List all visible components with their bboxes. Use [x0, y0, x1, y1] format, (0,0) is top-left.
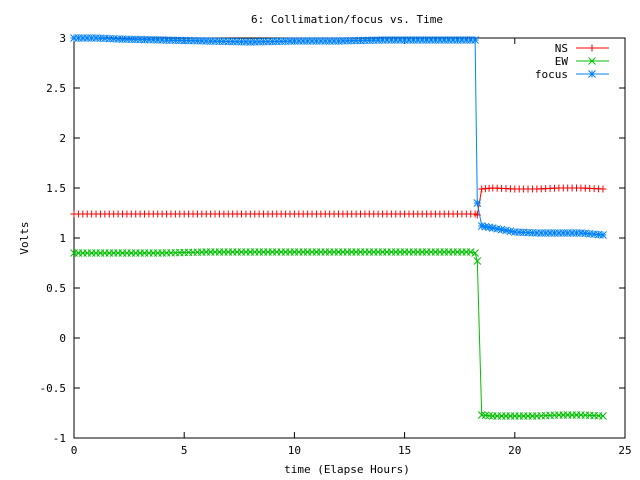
- y-tick-label: 3: [59, 32, 66, 45]
- x-tick-label: 25: [618, 444, 631, 457]
- x-tick-label: 5: [181, 444, 188, 457]
- legend-label: EW: [555, 55, 569, 68]
- y-tick-label: 0: [59, 332, 66, 345]
- y-tick-label: 1.5: [46, 182, 66, 195]
- x-tick-label: 0: [71, 444, 78, 457]
- data-point: [599, 412, 607, 420]
- legend-marker: [588, 44, 596, 52]
- data-point: [466, 248, 475, 256]
- y-tick-label: 2: [59, 132, 66, 145]
- series-line-focus: [74, 37, 604, 236]
- x-axis-label: time (Elapse Hours): [284, 463, 410, 476]
- plot-frame: [73, 37, 626, 439]
- axes: 0 5 10 15 20 25 -1 -0.5 0 0.5 1 1.5 2 2.5 3: [40, 32, 632, 457]
- legend-marker: [588, 70, 596, 78]
- series-line-ew: [74, 251, 604, 417]
- data-point: [599, 185, 607, 193]
- legend-label: focus: [535, 68, 568, 81]
- data-point: [471, 36, 479, 44]
- y-tick-label: 0.5: [46, 282, 66, 295]
- data-point: [599, 231, 607, 239]
- data-point: [473, 199, 482, 207]
- y-tick-label: -0.5: [40, 382, 67, 395]
- data-point: [471, 249, 479, 257]
- y-tick-label: 1: [59, 232, 66, 245]
- x-tick-label: 15: [398, 444, 411, 457]
- y-tick-label: -1: [53, 432, 66, 445]
- legend-marker: [588, 57, 596, 65]
- data-point: [473, 257, 482, 265]
- x-tick-label: 20: [508, 444, 521, 457]
- y-axis-label: Volts: [18, 221, 31, 254]
- series-layer: [70, 34, 607, 420]
- chart-title: 6: Collimation/focus vs. Time: [251, 13, 443, 26]
- x-tick-label: 10: [288, 444, 301, 457]
- y-tick-label: 2.5: [46, 82, 66, 95]
- legend-label: NS: [555, 42, 568, 55]
